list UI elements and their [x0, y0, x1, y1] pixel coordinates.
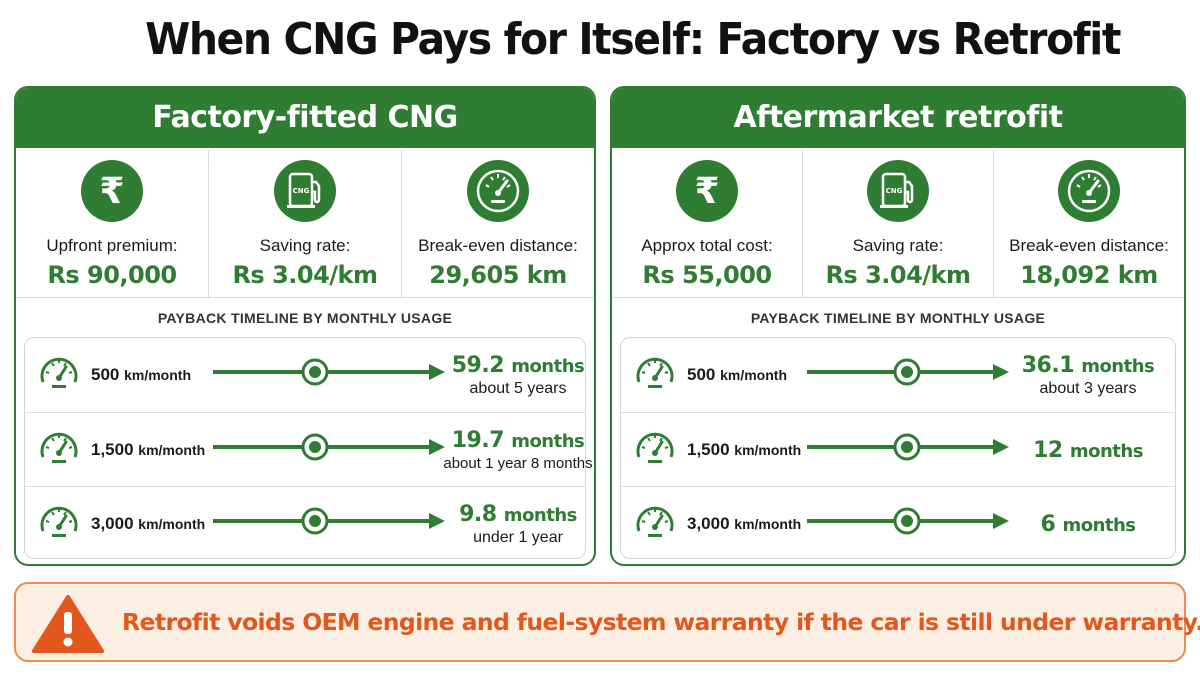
- payback-arrow: [807, 433, 1009, 461]
- stat-value: 18,092 km: [1020, 261, 1158, 289]
- total-cost-stat: ₹ Approx total cost: Rs 55,000: [612, 150, 802, 297]
- timeline-row: 3,000 km/month 6 months: [621, 486, 1175, 560]
- timeline-row: 500 km/month 36.1 months about 3 years: [621, 338, 1175, 412]
- cng-pump-icon: CNG: [867, 160, 929, 222]
- svg-text:₹: ₹: [694, 171, 719, 212]
- timeline-row: 3,000 km/month 9.8 months under 1 year: [25, 486, 585, 560]
- stat-label: Saving rate:: [259, 236, 351, 255]
- saving-rate-stat: CNG Saving rate: Rs 3.04/km: [802, 150, 993, 297]
- timeline-row: 500 km/month 59.2 months about 5 years: [25, 338, 585, 412]
- payback-timeline: 500 km/month 59.2 months about 5 years 1…: [24, 337, 593, 560]
- upfront-premium-stat: ₹ Upfront premium: Rs 90,000: [16, 150, 208, 297]
- svg-text:₹: ₹: [99, 171, 124, 212]
- payback-arrow: [213, 358, 445, 386]
- stat-label: Approx total cost:: [641, 236, 773, 255]
- timeline-row: 1,500 km/month 19.7 months about 1 year …: [25, 412, 593, 486]
- usage-label: 500 km/month: [91, 365, 191, 384]
- speedometer-icon: [636, 506, 674, 537]
- speedometer-icon: [1058, 160, 1120, 222]
- stat-value: 29,605 km: [429, 261, 567, 289]
- stat-label: Saving rate:: [852, 236, 944, 255]
- payback-result: 9.8 months under 1 year: [459, 501, 577, 546]
- aftermarket-retrofit-panel: Aftermarket retrofit ₹ Approx total cost…: [610, 86, 1186, 566]
- stat-label: Break-even distance:: [1009, 236, 1169, 255]
- usage-label: 1,500 km/month: [687, 440, 802, 459]
- svg-text:CNG: CNG: [886, 187, 903, 195]
- stat-label: Break-even distance:: [418, 236, 578, 255]
- warning-text: Retrofit voids OEM engine and fuel-syste…: [122, 608, 1200, 636]
- speedometer-icon: [40, 432, 78, 463]
- usage-label: 500 km/month: [687, 365, 787, 384]
- stat-value: Rs 90,000: [47, 261, 177, 289]
- stat-label: Upfront premium:: [46, 236, 178, 255]
- stat-value: Rs 3.04/km: [232, 261, 378, 289]
- page-title: When CNG Pays for Itself: Factory vs Ret…: [145, 14, 1121, 65]
- speedometer-icon: [40, 506, 78, 537]
- payback-result: 36.1 months about 3 years: [1021, 352, 1155, 397]
- usage-label: 3,000 km/month: [687, 514, 802, 533]
- svg-text:CNG: CNG: [293, 187, 310, 195]
- rupee-icon: ₹: [81, 160, 143, 222]
- stat-value: Rs 55,000: [642, 261, 772, 289]
- payback-timeline: 500 km/month 36.1 months about 3 years 1…: [620, 337, 1176, 559]
- payback-result: 59.2 months about 5 years: [451, 352, 585, 397]
- payback-result: 19.7 months about 1 year 8 months: [443, 428, 593, 472]
- payback-arrow: [807, 507, 1009, 535]
- usage-label: 1,500 km/month: [91, 440, 206, 459]
- speedometer-icon: [636, 357, 674, 388]
- payback-arrow: [807, 358, 1009, 386]
- speedometer-icon: [467, 160, 529, 222]
- saving-rate-stat: CNG Saving rate: Rs 3.04/km: [208, 150, 401, 297]
- speedometer-icon: [40, 357, 78, 388]
- stats-row: ₹ Upfront premium: Rs 90,000 CNG Saving …: [16, 150, 594, 298]
- timeline-label: PAYBACK TIMELINE BY MONTHLY USAGE: [750, 310, 1046, 326]
- speedometer-icon: [636, 432, 674, 463]
- break-even-stat: Break-even distance: 29,605 km: [401, 150, 594, 297]
- factory-fitted-panel: Factory-fitted CNG ₹ Upfront premium: Rs…: [14, 86, 596, 566]
- rupee-icon: ₹: [676, 160, 738, 222]
- payback-result: 12 months: [1033, 437, 1143, 463]
- cng-pump-icon: CNG: [274, 160, 336, 222]
- warning-icon: [32, 595, 104, 653]
- stats-row: ₹ Approx total cost: Rs 55,000 CNG Savin…: [612, 150, 1184, 298]
- usage-label: 3,000 km/month: [91, 514, 206, 533]
- warranty-warning-banner: Retrofit voids OEM engine and fuel-syste…: [14, 582, 1200, 662]
- timeline-label: PAYBACK TIMELINE BY MONTHLY USAGE: [157, 310, 453, 326]
- panel-heading: Aftermarket retrofit: [612, 88, 1184, 148]
- stat-value: Rs 3.04/km: [825, 261, 971, 289]
- break-even-stat: Break-even distance: 18,092 km: [993, 150, 1184, 297]
- panel-heading: Factory-fitted CNG: [16, 88, 594, 148]
- payback-arrow: [213, 507, 445, 535]
- timeline-row: 1,500 km/month 12 months: [621, 412, 1175, 486]
- payback-arrow: [213, 433, 445, 461]
- payback-result: 6 months: [1040, 511, 1136, 537]
